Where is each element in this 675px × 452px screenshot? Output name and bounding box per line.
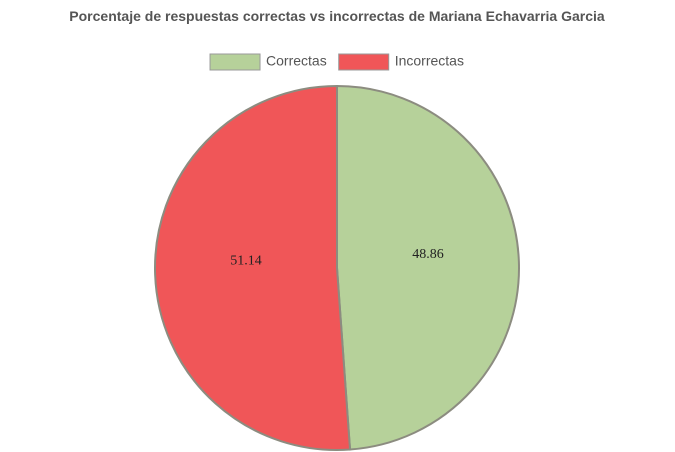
legend-swatch	[209, 53, 261, 71]
pie-slice	[336, 84, 520, 451]
value-label: 51.14	[230, 253, 262, 268]
legend-label: Correctas	[266, 53, 327, 69]
chart-title: Porcentaje de respuestas correctas vs in…	[69, 8, 605, 24]
legend-swatch	[338, 53, 390, 71]
legend-label: Incorrectas	[395, 53, 464, 69]
value-label: 48.86	[412, 247, 444, 262]
pie-slice	[153, 84, 352, 451]
